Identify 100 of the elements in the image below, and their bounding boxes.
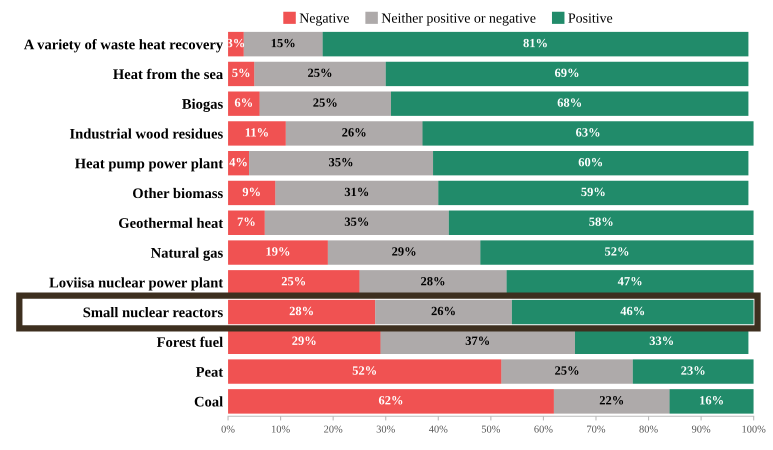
bar: [286, 121, 423, 146]
data-label: 52%: [352, 366, 376, 375]
data-label: 58%: [589, 217, 613, 226]
data-label: 9%: [242, 188, 260, 196]
data-label: 16%: [700, 396, 723, 405]
y-tick-label: Biogas: [182, 98, 223, 112]
bar: [249, 151, 434, 176]
data-label: 47%: [618, 276, 642, 286]
x-tick-label: 70%: [587, 426, 606, 433]
bar: [228, 240, 328, 265]
y-tick-label: Heat pump power plant: [75, 158, 224, 172]
data-label: 25%: [308, 68, 332, 78]
y-tick-label: Heat from the sea: [113, 68, 223, 80]
bar: [512, 300, 754, 324]
y-tick-label: Industrial wood residues: [70, 128, 223, 139]
x-tick-label: 80%: [639, 426, 658, 433]
bar: [574, 330, 748, 354]
bar: [375, 300, 512, 324]
data-label: 60%: [578, 158, 602, 166]
bar: [228, 210, 265, 235]
y-tick-label: Coal: [194, 396, 223, 407]
y-tick-label: A variety of waste heat recovery: [24, 39, 224, 52]
data-label: 25%: [282, 276, 306, 286]
data-label: 37%: [466, 336, 490, 345]
legend-label: Neither positive or negative: [382, 13, 536, 26]
data-label: 29%: [292, 336, 316, 345]
x-tick-label: 10%: [272, 426, 290, 433]
data-label: 59%: [581, 188, 605, 196]
data-label: 28%: [290, 306, 313, 316]
data-label: 29%: [392, 247, 416, 256]
x-tick-label: 100%: [742, 426, 766, 433]
bar: [359, 270, 507, 294]
x-tick-label: 0%: [221, 426, 235, 433]
legend-label: Negative: [300, 13, 349, 26]
data-label: 4%: [229, 158, 247, 166]
data-label: 35%: [329, 158, 352, 166]
x-tick-label: 90%: [692, 426, 710, 433]
data-label: 68%: [558, 98, 582, 107]
bar: [322, 32, 748, 56]
x-tick-label: 50%: [482, 426, 500, 433]
data-label: 7%: [238, 217, 255, 226]
bar: [554, 389, 670, 414]
bar: [228, 121, 286, 146]
y-tick-label: Geothermal heat: [119, 218, 224, 228]
bar: [228, 389, 554, 414]
y-tick-label: Loviisa nuclear power plant: [49, 277, 224, 290]
bar: [422, 121, 754, 146]
bar: [228, 359, 502, 384]
x-tick-label: 30%: [376, 426, 395, 433]
data-label: 69%: [555, 68, 578, 78]
y-tick-label: Forest fuel: [156, 336, 223, 348]
bar: [244, 32, 323, 56]
bar: [228, 300, 376, 324]
data-label: 28%: [421, 276, 444, 286]
y-tick-label: Small nuclear reactors: [84, 307, 223, 318]
bar: [264, 210, 449, 235]
data-label: 46%: [620, 306, 644, 316]
bar: [228, 270, 360, 294]
bar: [506, 270, 754, 294]
bar: [501, 359, 633, 384]
bar: [390, 91, 748, 116]
bar: [670, 389, 754, 414]
x-tick-label: 20%: [324, 426, 342, 433]
bar: [228, 91, 260, 116]
y-tick-label: Other biomass: [132, 188, 223, 198]
bar: [448, 210, 754, 235]
data-label: 62%: [378, 396, 402, 405]
x-tick-label: 40%: [428, 426, 448, 433]
data-label: 6%: [234, 98, 252, 107]
bar: [380, 330, 575, 354]
data-label: 81%: [523, 38, 547, 48]
data-label: 35%: [344, 217, 368, 226]
bar: [275, 180, 438, 206]
data-label: 25%: [313, 98, 337, 107]
bar: [260, 91, 391, 116]
bar: [386, 62, 748, 86]
data-label: 26%: [342, 128, 366, 137]
bar: [438, 180, 748, 206]
data-label: 15%: [272, 38, 295, 48]
bar: [480, 240, 754, 265]
bar: [228, 62, 254, 86]
data-label: 33%: [650, 336, 674, 345]
data-label: 19%: [266, 247, 290, 256]
data-label: 63%: [576, 128, 600, 137]
bar: [254, 62, 386, 86]
data-label: 11%: [246, 128, 268, 137]
data-label: 23%: [681, 366, 705, 375]
data-label: 26%: [432, 306, 455, 316]
data-label: 5%: [232, 68, 250, 78]
y-tick-label: Peat: [196, 367, 224, 377]
x-tick-label: 60%: [534, 426, 553, 433]
bar: [328, 240, 480, 265]
data-label: 52%: [605, 247, 628, 256]
data-label: 25%: [555, 366, 578, 375]
y-tick-label: Natural gas: [150, 247, 223, 261]
data-label: 22%: [600, 396, 624, 405]
bar: [228, 180, 276, 206]
bar: [433, 151, 748, 176]
bar: [228, 330, 380, 354]
data-label: 31%: [344, 188, 368, 196]
